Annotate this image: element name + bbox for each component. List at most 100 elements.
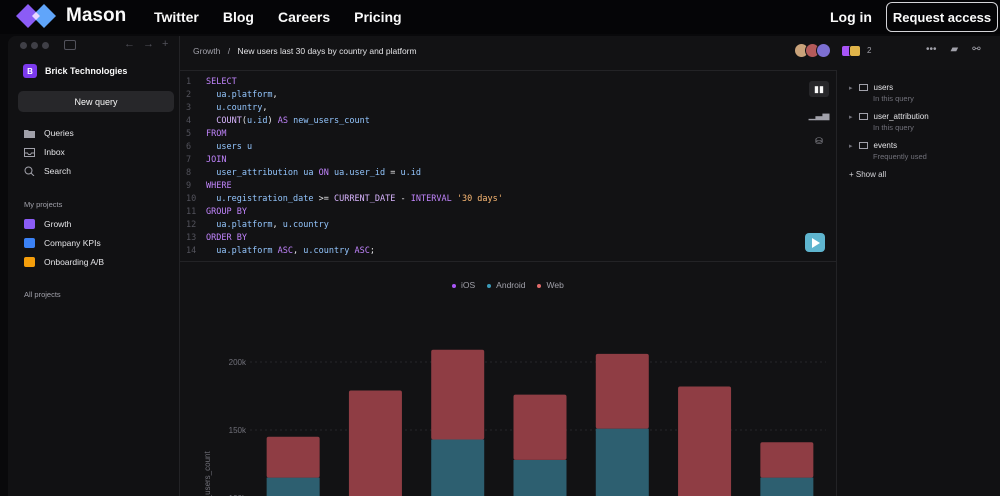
bar-web-1[interactable] bbox=[266, 436, 320, 478]
sidebar-item-label: Inbox bbox=[44, 147, 65, 157]
schema-panel: ▸ users In this query ▸ user_attribution I… bbox=[836, 70, 1000, 496]
code-line[interactable]: 14 ua.platform ASC, u.country ASC; bbox=[186, 245, 503, 258]
line-number: 12 bbox=[186, 220, 197, 230]
sidebar-item-search[interactable]: Search bbox=[24, 166, 71, 176]
code-token: ASC bbox=[354, 246, 370, 256]
code-line[interactable]: 13 ORDER BY bbox=[186, 232, 503, 245]
org-switcher[interactable]: B Brick Technologies bbox=[23, 64, 127, 78]
legend-item-android[interactable]: Android bbox=[487, 280, 525, 290]
sidebar-project-growth[interactable]: Growth bbox=[24, 219, 71, 229]
request-access-button[interactable]: Request access bbox=[886, 2, 998, 32]
sidebar-item-queries[interactable]: Queries bbox=[24, 128, 74, 138]
code-token: ( bbox=[241, 116, 247, 126]
collaborator-count: 2 bbox=[867, 46, 872, 55]
code-line[interactable]: 11 GROUP BY bbox=[186, 206, 503, 219]
code-token: CURRENT_DATE bbox=[333, 194, 396, 204]
legend-item-web[interactable]: Web bbox=[537, 280, 564, 290]
growth-chart-icon bbox=[24, 219, 35, 229]
bar-android-5[interactable] bbox=[595, 428, 649, 496]
sidebar-toggle-icon[interactable] bbox=[64, 40, 76, 50]
show-all-link[interactable]: + Show all bbox=[849, 170, 887, 179]
chevron-right-icon[interactable]: ▸ bbox=[849, 84, 853, 92]
code-line[interactable]: 9 WHERE bbox=[186, 180, 503, 193]
code-line[interactable]: 1 SELECT bbox=[186, 76, 503, 89]
code-token: ORDER BY bbox=[206, 233, 247, 243]
table-name: events bbox=[873, 141, 898, 150]
code-line[interactable]: 3 u.country, bbox=[186, 102, 503, 115]
sidebar-project-company-kpis[interactable]: Company KPIs bbox=[24, 238, 101, 248]
forward-arrow-icon[interactable]: → bbox=[143, 38, 162, 50]
code-line[interactable]: 10 u.registration_date >= CURRENT_DATE -… bbox=[186, 193, 503, 206]
back-arrow-icon[interactable]: ← bbox=[124, 38, 143, 50]
table-icon bbox=[858, 84, 868, 91]
comment-icon[interactable]: ▰ bbox=[950, 44, 959, 55]
code-line[interactable]: 7 JOIN bbox=[186, 154, 503, 167]
link-icon[interactable]: ⚯ bbox=[972, 44, 981, 55]
code-line[interactable]: 8 user_attribution ua ON ua.user_id = u.… bbox=[186, 167, 503, 180]
bar-android-3[interactable] bbox=[431, 439, 485, 496]
code-line[interactable]: 12 ua.platform, u.country bbox=[186, 219, 503, 232]
code-line[interactable]: 2 ua.platform, bbox=[186, 89, 503, 102]
plus-icon[interactable]: + bbox=[162, 38, 177, 50]
sidebar-item-label: Company KPIs bbox=[44, 238, 101, 248]
code-token: u.id bbox=[246, 116, 268, 126]
schema-table-user-attribution[interactable]: ▸ user_attribution In this query bbox=[849, 112, 929, 132]
code-token: ua.user_id bbox=[333, 168, 386, 178]
table-usage: In this query bbox=[873, 123, 914, 132]
sidebar-item-inbox[interactable]: Inbox bbox=[24, 147, 65, 157]
y-tick-label: 200k bbox=[229, 358, 247, 367]
nav-twitter[interactable]: Twitter bbox=[154, 9, 199, 25]
code-token: u.id bbox=[400, 168, 422, 178]
sidebar-item-label: Growth bbox=[44, 219, 72, 229]
all-projects-link[interactable]: All projects bbox=[24, 290, 61, 299]
bar-web-4[interactable] bbox=[513, 394, 567, 460]
bar-web-3[interactable] bbox=[431, 349, 485, 440]
new-query-button[interactable]: New query bbox=[18, 91, 174, 112]
table-icon bbox=[858, 113, 868, 120]
sql-editor[interactable]: 1 SELECT 2 ua.platform, 3 u.country, 4 COUNT… bbox=[180, 70, 836, 262]
bar-chart-icon[interactable]: ▁▃▅ bbox=[808, 109, 830, 120]
brand-name[interactable]: Mason bbox=[66, 5, 127, 26]
sql-code[interactable]: 1 SELECT 2 ua.platform, 3 u.country, 4 COUNT… bbox=[186, 76, 503, 258]
breadcrumb-root[interactable]: Growth bbox=[193, 46, 221, 56]
code-line[interactable]: 6 users u bbox=[186, 141, 503, 154]
bar-android-4[interactable] bbox=[513, 459, 567, 496]
lightning-icon bbox=[24, 238, 35, 248]
more-icon[interactable]: ••• bbox=[926, 44, 937, 55]
table-usage: Frequently used bbox=[873, 152, 927, 161]
line-number: 10 bbox=[186, 194, 197, 204]
sidebar-project-onboarding[interactable]: Onboarding A/B bbox=[24, 257, 104, 267]
nav-careers[interactable]: Careers bbox=[277, 9, 331, 25]
bar-web-7[interactable] bbox=[760, 442, 814, 478]
sidebar-item-label: Onboarding A/B bbox=[44, 257, 105, 267]
bar-android-7[interactable] bbox=[760, 477, 814, 496]
schema-table-users[interactable]: ▸ users In this query bbox=[849, 83, 914, 103]
line-number: 6 bbox=[186, 142, 192, 152]
nav-blog[interactable]: Blog bbox=[222, 9, 254, 25]
bar-android-1[interactable] bbox=[266, 477, 320, 496]
legend-dot bbox=[537, 283, 542, 288]
window-maximize-dot[interactable] bbox=[42, 42, 49, 49]
mason-logo-icon[interactable] bbox=[14, 3, 58, 29]
nav-pricing[interactable]: Pricing bbox=[354, 9, 402, 25]
line-number: 11 bbox=[186, 207, 197, 217]
run-query-button[interactable] bbox=[805, 233, 825, 252]
book-icon[interactable]: ▮▮ bbox=[809, 81, 829, 97]
bar-web-6[interactable] bbox=[678, 386, 732, 496]
database-icon[interactable]: ⛁ bbox=[815, 135, 823, 146]
window-minimize-dot[interactable] bbox=[31, 42, 38, 49]
avatar[interactable] bbox=[816, 43, 831, 58]
bar-web-2[interactable] bbox=[348, 390, 402, 496]
chevron-right-icon[interactable]: ▸ bbox=[849, 113, 853, 121]
schema-table-events[interactable]: ▸ events Frequently used bbox=[849, 141, 927, 161]
login-link[interactable]: Log in bbox=[830, 9, 872, 25]
window-close-dot[interactable] bbox=[20, 42, 27, 49]
code-line[interactable]: 5 FROM bbox=[186, 128, 503, 141]
chevron-right-icon[interactable]: ▸ bbox=[849, 142, 853, 150]
code-line[interactable]: 4 COUNT(u.id) AS new_users_count bbox=[186, 115, 503, 128]
legend-dot bbox=[452, 283, 456, 288]
line-number: 2 bbox=[186, 90, 192, 100]
code-token: ua.platform bbox=[216, 90, 273, 100]
bar-web-5[interactable] bbox=[595, 353, 649, 429]
legend-item-ios[interactable]: iOS bbox=[452, 280, 475, 290]
